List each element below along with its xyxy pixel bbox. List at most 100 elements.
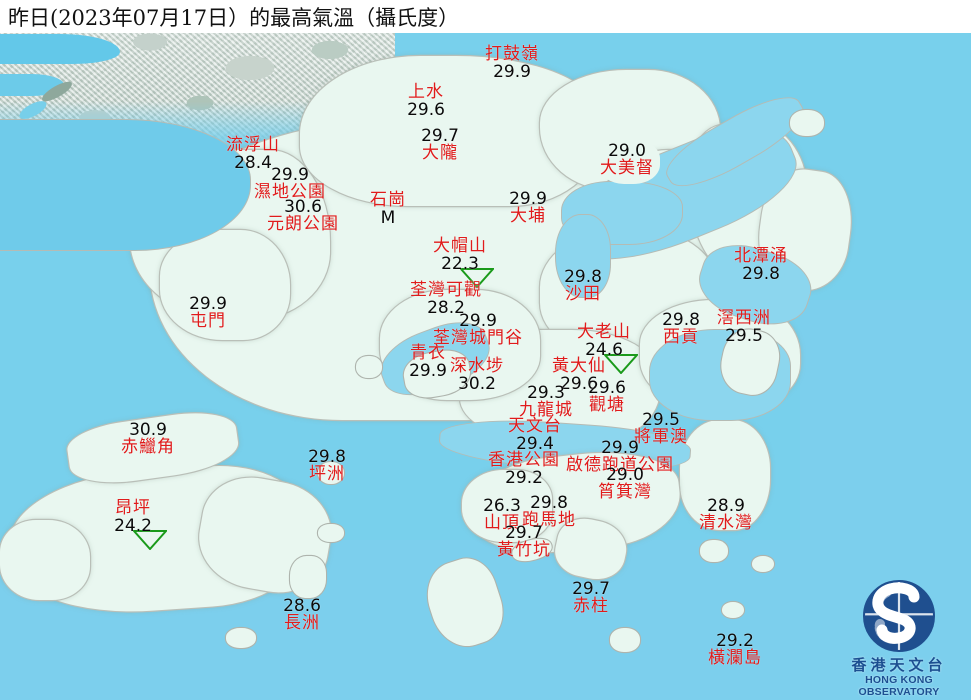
hko-emblem-icon	[856, 580, 942, 656]
station-label: 29.3 九龍城	[519, 384, 573, 419]
station-name: 西貢	[662, 327, 699, 347]
land-tung-lung-chau	[700, 540, 728, 562]
station-name: 九龍城	[519, 400, 573, 420]
hill-station-triangle-icon	[460, 252, 494, 288]
station-label: 29.9 屯門	[189, 295, 227, 330]
hko-name-cn: 香港天文台	[851, 656, 947, 674]
hko-name-en: HONG KONG OBSERVATORY	[858, 674, 940, 698]
station-label: 29.0 筲箕灣	[598, 466, 652, 501]
station-name: 橫瀾島	[708, 648, 762, 668]
station-temperature-value: 30.2	[458, 374, 496, 394]
land-lantau-west-tip	[0, 520, 90, 600]
water-plover-cove	[600, 140, 660, 184]
station-temperature-value: 29.4	[516, 434, 554, 454]
station-name: 上水	[407, 82, 444, 102]
land-clearwater-bay	[680, 420, 770, 530]
station-label: 29.7 大隴	[421, 127, 459, 162]
station-name: 筲箕灣	[598, 482, 652, 502]
station-name: 大埔	[509, 206, 546, 226]
station-temperature-value: 29.9	[189, 294, 227, 314]
station-label: 北潭涌 29.8	[734, 248, 788, 284]
water-shatin-hoi	[556, 215, 610, 297]
station-label: 26.3 山頂	[483, 497, 521, 532]
station-label: 29.0 大美督	[600, 142, 654, 177]
station-label: 29.5 將軍澳	[634, 411, 688, 446]
station-name: 香港公園	[488, 450, 560, 470]
station-temperature-value: 29.9	[409, 361, 447, 381]
station-temperature-value: 29.9	[493, 62, 531, 82]
station-label: 香港公園 29.2	[488, 450, 560, 488]
land-peng-chau	[318, 462, 344, 484]
page-title: 昨日(2023年07月17日）的最高氣溫（攝氏度）	[8, 6, 460, 30]
station-name: 大隴	[421, 143, 458, 163]
land-po-toi-island	[610, 628, 640, 652]
station-temperature-value: 28.2	[427, 298, 465, 318]
land-cheung-chau	[290, 556, 326, 598]
water-deep-bay	[0, 120, 250, 250]
sea-deep-bay	[0, 34, 120, 64]
land-ninepin-group	[752, 556, 774, 572]
sea-open-east	[800, 300, 971, 580]
station-temperature-value: 29.8	[564, 267, 602, 287]
hill-station-triangle-icon	[133, 514, 167, 550]
land-ma-wan	[356, 356, 382, 378]
station-temperature-value: 28.6	[283, 596, 321, 616]
station-label: 天文台 29.4	[508, 418, 562, 454]
station-label: 大帽山 22.3	[433, 236, 487, 274]
station-label: 29.9 大埔	[509, 190, 547, 225]
station-label: 29.2 橫瀾島	[708, 632, 762, 667]
station-name: 青衣	[409, 343, 446, 363]
station-temperature-value: 29.6	[407, 100, 445, 120]
station-temperature-value: 29.8	[308, 447, 346, 467]
station-name: 赤柱	[572, 596, 609, 616]
station-temperature-value: 29.8	[662, 310, 700, 330]
station-name: 啟德跑道公園	[566, 455, 674, 475]
station-temperature-value: 29.8	[530, 493, 568, 513]
station-label: 30.9 赤鱲角	[121, 421, 175, 456]
station-temperature-value: 28.9	[707, 496, 745, 516]
station-temperature-value: 29.7	[505, 523, 543, 543]
station-name: 石崗	[370, 190, 406, 210]
station-temperature-value: 29.7	[572, 579, 610, 599]
station-temperature-value: 30.9	[129, 420, 167, 440]
station-temperature-value: 29.9	[271, 165, 309, 185]
station-label: 石崗 M	[370, 190, 406, 228]
station-temperature-value: 29.0	[606, 465, 644, 485]
land-waglan-island	[722, 602, 744, 618]
station-name: 大帽山	[433, 236, 487, 256]
hill-station-triangle-icon	[604, 338, 638, 374]
station-label: 大老山 24.6	[577, 324, 631, 360]
station-label: 29.6 觀塘	[588, 379, 626, 414]
station-label: 青衣 29.9	[409, 343, 447, 381]
station-label: 滘西洲 29.5	[717, 308, 771, 346]
station-name: 荃灣城門谷	[433, 328, 523, 348]
station-temperature-value: 29.9	[459, 311, 497, 331]
station-temperature-value: 29.5	[725, 326, 763, 346]
station-name: 黃大仙	[552, 356, 606, 376]
station-name: 黃竹坑	[497, 540, 551, 560]
station-name: 將軍澳	[634, 427, 688, 447]
land-tap-mun	[790, 110, 824, 136]
station-name: 元朗公園	[267, 214, 339, 234]
station-label: 29.8 沙田	[564, 268, 602, 303]
station-name: 滘西洲	[717, 308, 771, 328]
hko-swirl-icon	[863, 580, 935, 652]
station-name: 屯門	[189, 311, 226, 331]
station-temperature-value: 29.8	[742, 264, 780, 284]
station-temperature-value: 29.5	[642, 410, 680, 430]
station-temperature-value: 29.6	[560, 374, 598, 394]
land-hei-ling-chau	[318, 524, 344, 542]
station-name: 觀塘	[588, 395, 625, 415]
title-bar: 昨日(2023年07月17日）的最高氣溫（攝氏度）	[0, 0, 971, 33]
station-label: 黃大仙 29.6	[552, 356, 606, 394]
station-label: 29.8 坪洲	[308, 448, 346, 483]
station-label: 28.9 清水灣	[699, 497, 753, 532]
station-label: 深水埗 30.2	[450, 356, 504, 394]
station-label: 昂坪 24.2	[114, 500, 152, 536]
station-label: 流浮山 28.4	[226, 137, 280, 173]
station-name: 深水埗	[450, 356, 504, 376]
land-hk-island-west	[462, 470, 552, 542]
station-label: 29.9 荃灣城門谷	[433, 312, 523, 347]
station-temperature-value: 30.6	[284, 197, 322, 217]
